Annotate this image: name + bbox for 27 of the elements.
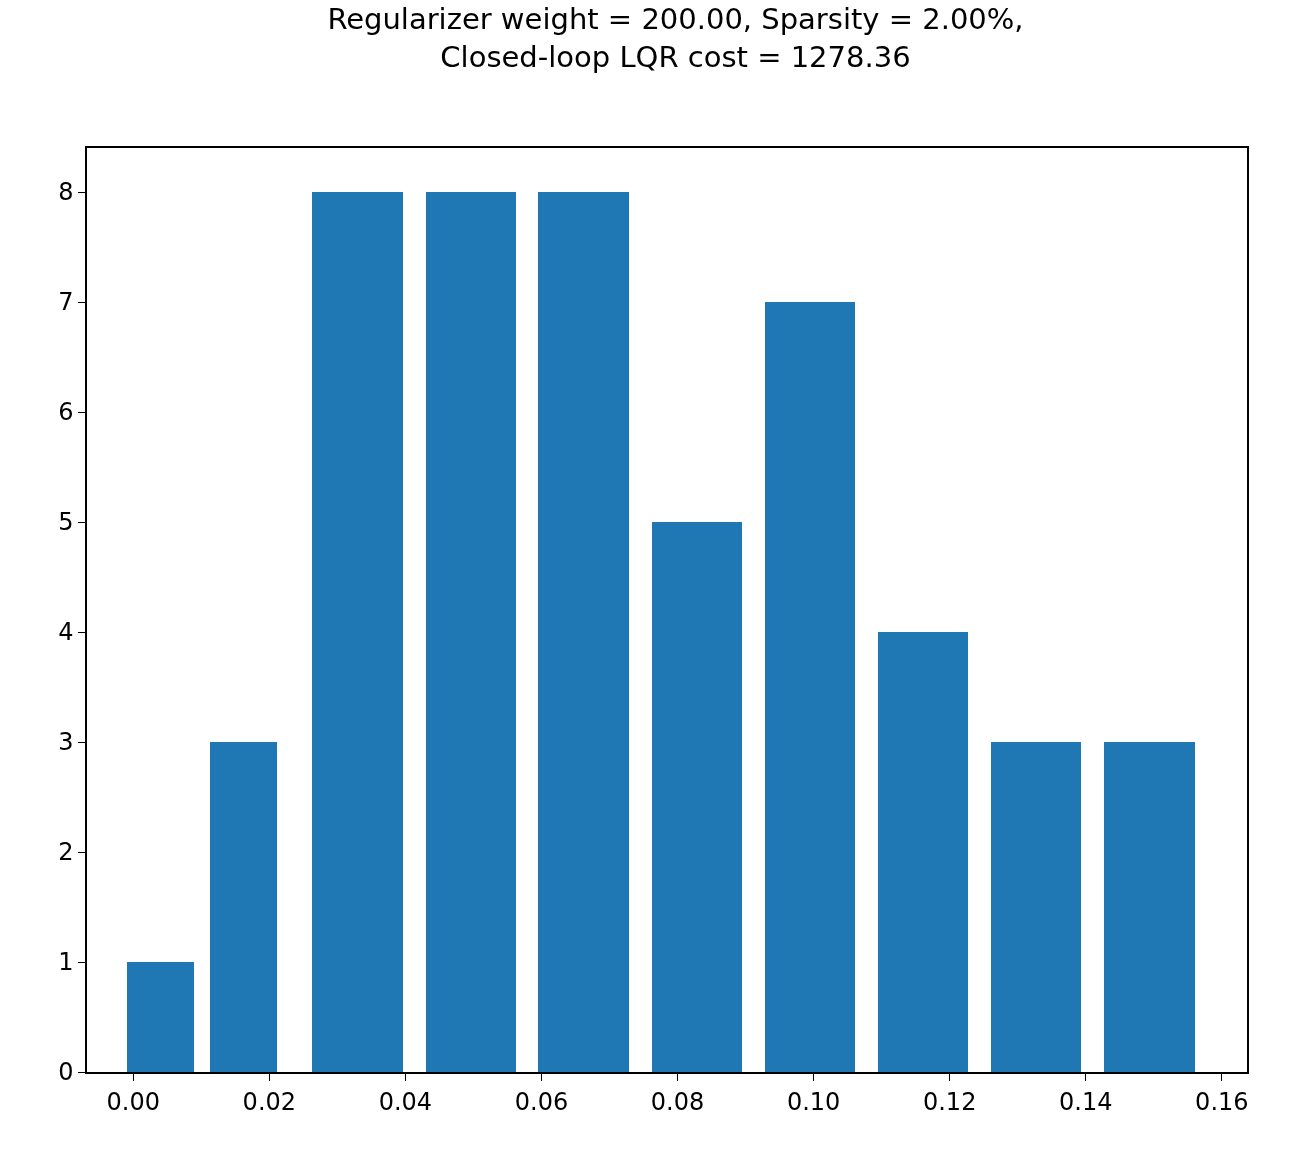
x-tick-label: 0.14	[1059, 1087, 1113, 1116]
y-tick-label: 7	[58, 288, 74, 317]
y-tick-label: 8	[58, 178, 74, 207]
x-tick-label: 0.06	[514, 1087, 569, 1116]
y-tick-label: 4	[58, 618, 74, 647]
y-tick-label: 6	[58, 398, 74, 427]
y-tick-label: 5	[58, 508, 74, 537]
bar	[312, 192, 403, 1072]
x-tick-label: 0.00	[106, 1087, 160, 1116]
y-tick-label: 3	[58, 728, 74, 757]
x-tick-label: 0.02	[242, 1087, 297, 1116]
x-tick-label: 0.04	[378, 1087, 433, 1116]
bar	[878, 632, 968, 1072]
x-tick-label: 0.16	[1195, 1087, 1249, 1116]
bar	[538, 192, 629, 1072]
y-tick-label: 1	[58, 948, 74, 977]
y-tick-label: 0	[58, 1058, 74, 1087]
x-tick-label: 0.12	[922, 1087, 977, 1116]
bar	[652, 522, 742, 1072]
bar	[426, 192, 516, 1072]
y-tick-label: 2	[58, 838, 74, 867]
bar	[1104, 742, 1195, 1072]
bar	[991, 742, 1081, 1072]
x-tick-label: 0.10	[786, 1087, 841, 1116]
bar	[765, 302, 855, 1072]
chart-title: Regularizer weight = 200.00, Sparsity = 2.00%, Closed-loop LQR cost = 1278.36	[327, 2, 1024, 74]
x-tick-label: 0.08	[650, 1087, 705, 1116]
